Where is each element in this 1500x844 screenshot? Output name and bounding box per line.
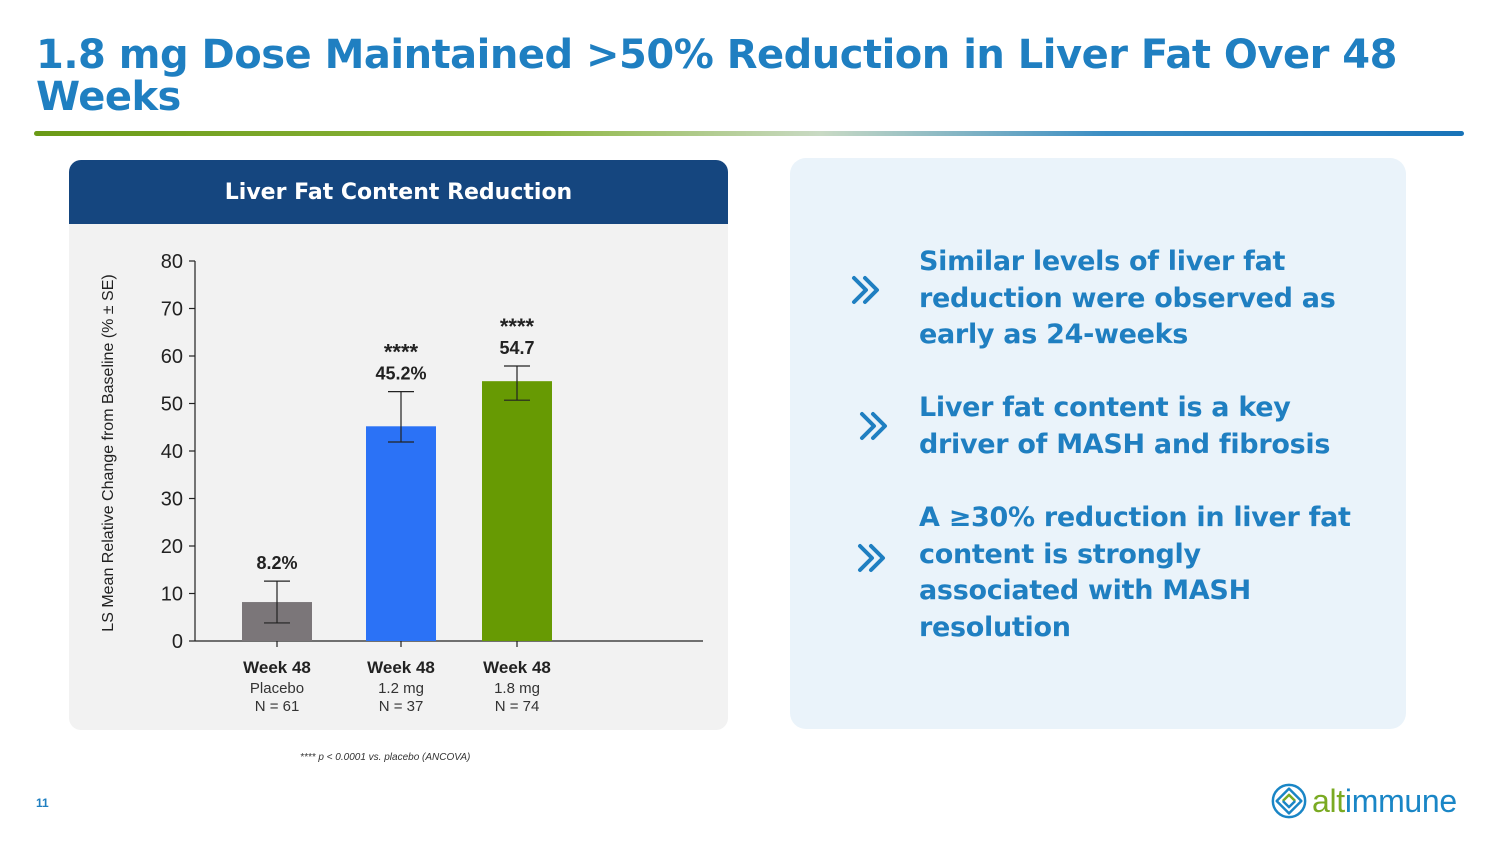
significance-footnote: **** p < 0.0001 vs. placebo (ANCOVA) [300,752,471,763]
y-tick-label: 70 [161,299,183,321]
significance-marker: **** [500,314,535,339]
data-label: 54.7 [499,338,534,358]
double-chevron-right-icon [852,276,879,304]
x-category-n: N = 74 [495,698,540,715]
double-chevron-right-icon [860,412,887,440]
y-tick-label: 10 [161,584,183,606]
x-category-label: Week 48 [483,658,551,677]
x-category-sublabel: 1.8 mg [494,680,540,697]
page-number: 11 [36,796,49,810]
significance-marker: **** [384,340,419,365]
altimmune-logo-icon [1271,783,1307,819]
bar-chart: 0 10 20 30 40 50 60 70 80 LS Mean Relative Change… [100,251,703,715]
title-divider [34,131,1464,136]
data-label: 8.2% [256,553,297,573]
y-tick-label: 60 [161,346,183,368]
y-axis-title: LS Mean Relative Change from Baseline (%… [100,274,117,631]
slide-title: 1.8 mg Dose Maintained >50% Reduction in… [36,32,1397,120]
double-chevron-right-icon [858,544,885,572]
logo-text-alt: alt [1312,783,1345,819]
x-category-sublabel: 1.2 mg [378,680,424,697]
chart-title: Liver Fat Content Reduction [69,160,728,224]
y-tick-label: 40 [161,441,183,463]
chart-panel: Liver Fat Content Reduction 0 10 20 30 40 50 6… [69,160,728,730]
logo-text-immune: immune [1344,783,1457,819]
x-category-label: Week 48 [367,658,435,677]
key-point-text: Liver fat content is a key driver of MAS… [919,392,1331,460]
key-point-text: A ≥30% reduction in liver fat content is… [919,502,1351,643]
x-category-n: N = 61 [255,698,300,715]
y-tick-label: 30 [161,489,183,511]
y-tick-label: 20 [161,536,183,558]
y-tick-label: 50 [161,394,183,416]
y-tick-label: 80 [161,251,183,273]
x-category-label: Week 48 [243,658,311,677]
x-category-n: N = 37 [379,698,424,715]
key-point-text: Similar levels of liver fat reduction we… [919,246,1336,350]
bar-2 [366,426,436,641]
key-points-panel: Similar levels of liver fat reduction we… [790,158,1406,729]
logo-wordmark: altimmune [1312,780,1457,822]
data-label: 45.2% [375,364,426,384]
bar-3 [482,381,552,641]
altimmune-logo: altimmune [1270,780,1470,824]
x-category-sublabel: Placebo [250,680,304,697]
y-tick-label: 0 [172,631,183,653]
